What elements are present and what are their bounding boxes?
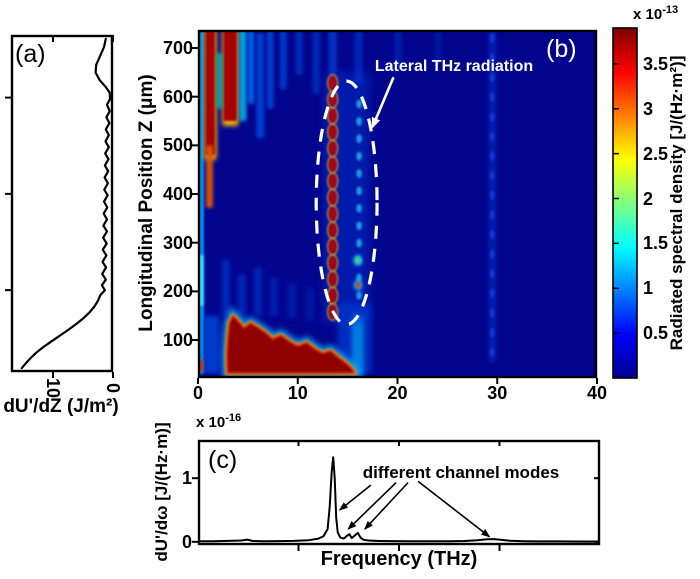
panel-b-label: (b) (546, 35, 577, 63)
tick-label: 400 (162, 184, 193, 205)
colorbar-exponent-sup: -13 (662, 4, 679, 16)
tick-label: 500 (162, 135, 193, 156)
panel-a-xlabel: dU'/dZ (J/m²) (3, 396, 119, 417)
tick-label: 3 (643, 98, 654, 119)
tick-label: 0 (181, 531, 192, 552)
colorbar-label: Radiated spectral density [J/(Hz·m²)] (667, 55, 686, 351)
panel-c-xlabel: Frequency (THz) (320, 548, 478, 570)
tick-label: 200 (162, 281, 193, 302)
tick-label: 1.5 (643, 233, 669, 254)
tick-label: 1 (643, 278, 654, 299)
tick-label: 2.5 (643, 143, 669, 164)
tick-label: 10 (43, 377, 63, 399)
tick-label: 0 (103, 382, 123, 394)
panel-a-label: (a) (15, 40, 46, 68)
tick-label: 20 (387, 383, 408, 403)
tick-label: 300 (162, 232, 193, 253)
panel-c-exponent: x 10-16 (196, 412, 241, 431)
colorbar-exponent-base: x 10 (633, 6, 663, 23)
tick-label: 600 (162, 86, 193, 107)
panel-c-annotation: different channel modes (362, 463, 560, 482)
panel-a-plot (5, 34, 114, 378)
tick-label: 10 (287, 383, 308, 403)
colorbar-exponent: x 10-13 (633, 4, 678, 23)
tick-label: 0 (192, 383, 204, 403)
panel-b-heatmap (192, 29, 598, 384)
tick-label: 30 (487, 383, 508, 403)
panel-c-exponent-sup: -16 (225, 412, 242, 424)
tick-label: 1 (181, 468, 192, 489)
tick-label: 2 (643, 188, 654, 209)
tick-label: 0.5 (643, 323, 669, 344)
panel-c-plot (192, 439, 601, 551)
panel-b-annotation: Lateral THz radiation (374, 58, 534, 75)
tick-label: 40 (586, 383, 608, 403)
tick-label: 3.5 (643, 53, 669, 74)
panel-c-label: (c) (208, 446, 238, 474)
tick-label: 700 (162, 38, 193, 58)
tick-label: 100 (162, 330, 193, 351)
panel-c-exponent-base: x 10 (196, 414, 226, 431)
colorbar (612, 27, 638, 379)
